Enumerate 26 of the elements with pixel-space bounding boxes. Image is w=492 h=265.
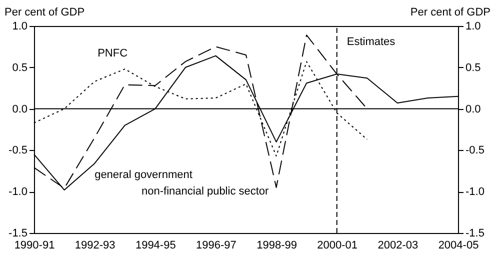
y-tick-label: 0.5 [12,62,28,74]
x-tick-label: 2000-01 [317,240,358,252]
x-tick-label: 1990-91 [14,240,55,252]
y-tick-label: 1.0 [12,20,28,32]
y2-tick-label: -1.0 [466,186,484,198]
series-label: non-financial public sector [142,186,270,198]
y-tick-label: -0.5 [8,144,28,157]
y2-tick-label: 0.0 [466,103,481,116]
x-tick-label: 1998-99 [256,240,297,252]
x-tick-label: 1996-97 [196,240,236,252]
series-label: general government [94,169,192,182]
y-axis-title: Per cent of GDP [4,6,85,18]
y2-tick-label: 0.5 [466,62,481,74]
y-tick-label: -1.5 [8,228,28,240]
y2-axis-title: Per cent of GDP [410,6,490,18]
ref-line-label: Estimates [346,36,396,48]
y-tick-label: -1.0 [8,186,28,198]
y2-tick-label: 1.0 [466,20,481,32]
y2-tick-label: -0.5 [466,144,484,157]
y-tick-label: 0.0 [12,103,28,116]
x-tick-label: 1992-93 [74,240,116,252]
y2-tick-label: -1.5 [466,228,484,240]
series-label: PNFC [98,47,128,60]
x-tick-label: 2004-05 [438,240,479,252]
x-tick-label: 1994-95 [135,240,176,252]
x-tick-label: 2002-03 [378,240,418,252]
